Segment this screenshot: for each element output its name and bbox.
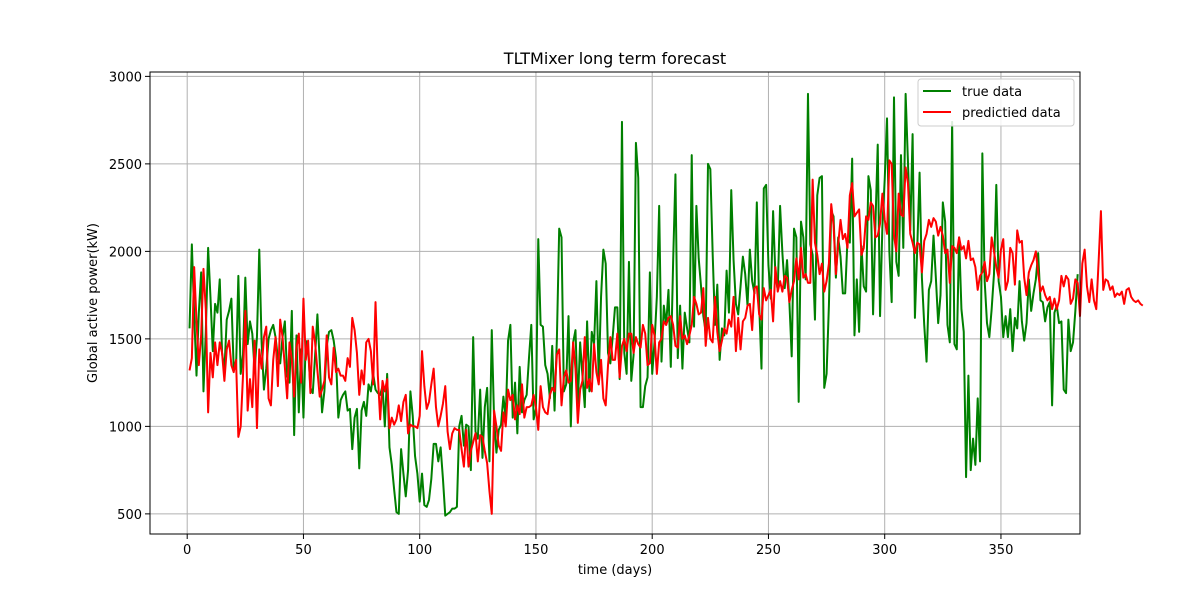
y-tick-label: 2000 xyxy=(109,245,142,260)
predicted-data-line xyxy=(188,159,1144,515)
true-data-line xyxy=(188,92,1079,517)
y-tick-label: 2500 xyxy=(109,158,142,173)
x-tick-label: 300 xyxy=(872,543,897,558)
y-tick-label: 500 xyxy=(117,508,142,523)
y-axis: 500 1000 1500 2000 2500 3000 xyxy=(109,70,150,523)
legend: true data predictied data xyxy=(917,78,1075,127)
legend-box xyxy=(917,78,1075,127)
x-tick-label: 50 xyxy=(295,543,312,558)
x-tick-label: 0 xyxy=(183,543,191,558)
x-tick-label: 150 xyxy=(524,543,549,558)
y-tick-label: 3000 xyxy=(109,70,142,85)
x-tick-label: 200 xyxy=(640,543,665,558)
y-tick-label: 1500 xyxy=(109,333,142,348)
plot-area xyxy=(188,92,1144,517)
axes-frame xyxy=(149,71,1081,535)
chart-title: TLTMixer long term forecast xyxy=(503,49,726,68)
x-tick-label: 250 xyxy=(756,543,781,558)
x-tick-label: 350 xyxy=(989,543,1014,558)
x-axis: 0 50 100 150 200 250 300 350 xyxy=(183,534,1013,558)
y-tick-label: 1000 xyxy=(109,420,142,435)
x-tick-label: 100 xyxy=(407,543,432,558)
legend-label-true-data: true data xyxy=(962,85,1022,100)
y-axis-label: Global active power(kW) xyxy=(86,223,101,383)
legend-label-predicted-data: predictied data xyxy=(962,106,1061,121)
x-axis-label: time (days) xyxy=(578,563,652,578)
